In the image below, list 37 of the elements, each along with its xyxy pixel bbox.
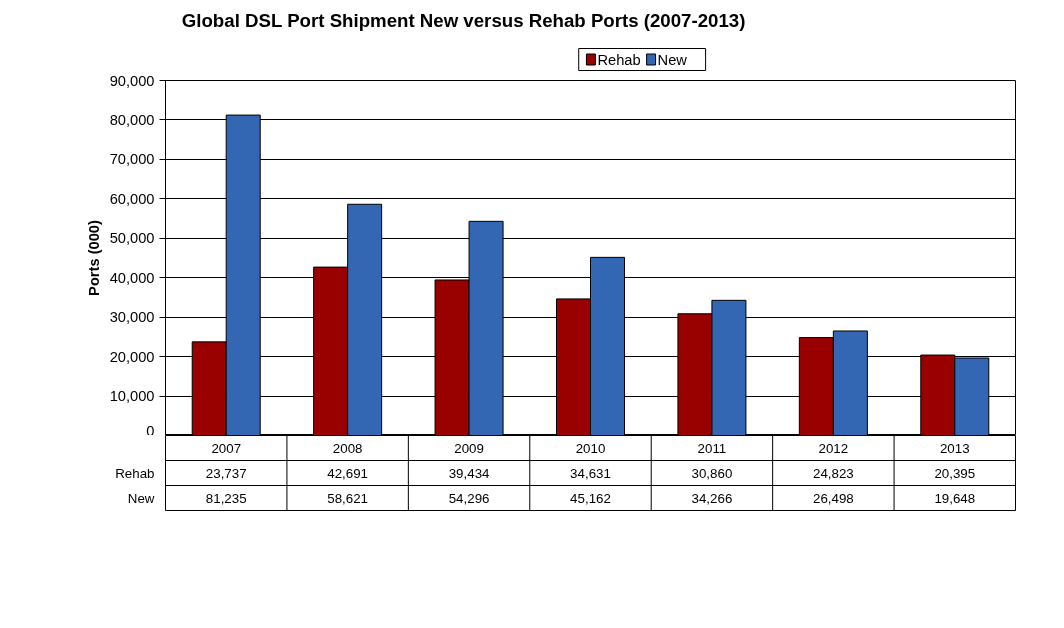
- legend-label: New: [657, 51, 688, 68]
- x-tick-label: 2010: [575, 440, 606, 456]
- x-tick-label: 2012: [818, 440, 849, 456]
- data-label: 30,860: [691, 465, 733, 481]
- chart-title: Global DSL Port Shipment New versus Rehab Ports (2007-2013): [181, 10, 746, 31]
- data-label: 20,395: [934, 465, 976, 481]
- data-label: 24,823: [812, 465, 854, 481]
- y-tick-label: 0: [146, 422, 155, 439]
- x-tick-label: 2007: [211, 440, 242, 456]
- x-tick-label: 2009: [454, 440, 484, 456]
- data-label: 23,737: [205, 465, 247, 481]
- x-tick-label: 2008: [332, 440, 363, 456]
- y-tick-label: 80,000: [109, 111, 155, 128]
- data-label: 39,434: [448, 465, 491, 481]
- y-tick-label: 20,000: [109, 348, 155, 365]
- data-label: 19,648: [934, 490, 976, 506]
- y-tick-label: 70,000: [109, 151, 155, 168]
- data-label: 26,498: [812, 490, 854, 506]
- data-label: 42,691: [327, 465, 369, 481]
- y-tick-label: 50,000: [109, 230, 155, 247]
- text: New: [127, 490, 155, 506]
- data-label: 34,266: [691, 490, 733, 506]
- data-label: 45,162: [570, 490, 611, 506]
- y-tick-label: 10,000: [109, 388, 155, 405]
- data-label: 34,631: [570, 465, 611, 481]
- y-axis-title: Ports (000): [85, 220, 102, 296]
- x-tick-label: 2011: [697, 440, 727, 456]
- y-tick-label: 40,000: [109, 269, 155, 286]
- data-label: 81,235: [205, 490, 247, 506]
- data-label: 58,621: [327, 490, 369, 506]
- text: Rehab: [115, 465, 155, 481]
- y-tick-label: 90,000: [109, 72, 155, 89]
- x-tick-label: 2013: [939, 440, 970, 456]
- y-tick-label: 30,000: [109, 309, 155, 326]
- data-label: 54,296: [448, 490, 490, 506]
- y-tick-label: 60,000: [109, 190, 155, 207]
- legend-label: Rehab: [597, 51, 641, 68]
